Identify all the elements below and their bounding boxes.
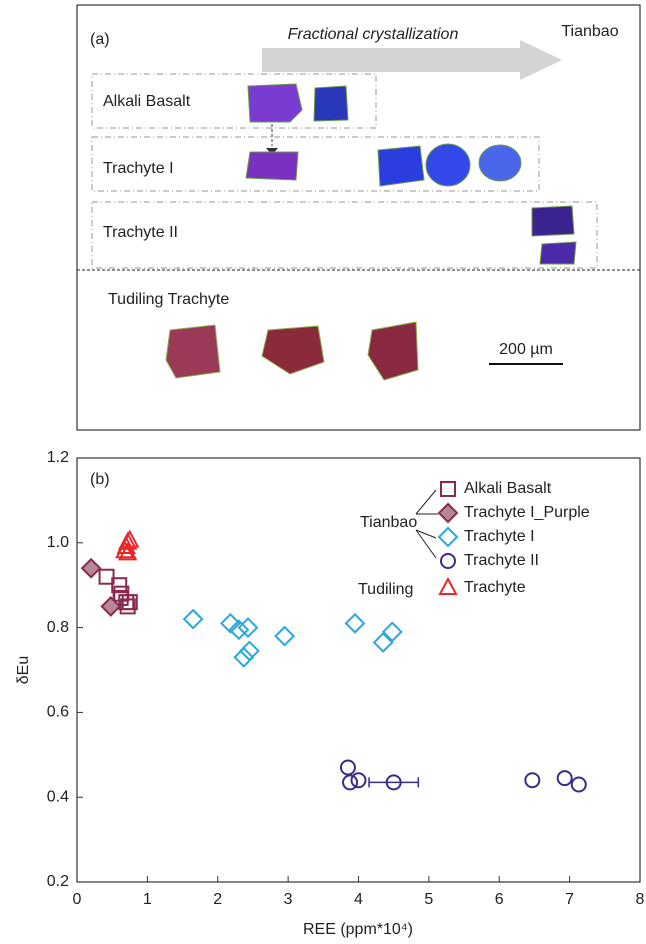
- grain: [262, 326, 324, 374]
- x-tick-label: 4: [354, 891, 363, 908]
- panel-label: (a): [90, 31, 110, 48]
- marker: [240, 642, 258, 660]
- arrow-label: Fractional crystallization: [288, 26, 459, 43]
- x-tick-label: 1: [143, 891, 152, 908]
- arrow: [262, 40, 562, 80]
- x-tick-label: 0: [73, 891, 82, 908]
- marker: [374, 633, 392, 651]
- marker: [239, 619, 257, 637]
- row-label: Trachyte I: [103, 160, 174, 177]
- y-axis-label: δEu: [15, 656, 32, 684]
- grain: [248, 84, 302, 122]
- grain: [479, 145, 521, 181]
- figure: (a) Fractional crystallization Tianbao A…: [0, 0, 646, 944]
- marker: [572, 777, 586, 791]
- legend-marker: [441, 554, 455, 568]
- marker: [352, 773, 366, 787]
- legend-label: Trachyte II: [464, 552, 539, 569]
- marker: [525, 773, 539, 787]
- row-label: Alkali Basalt: [103, 93, 191, 110]
- y-tick-label: 1.2: [47, 449, 69, 466]
- y-tick-label: 0.4: [47, 788, 69, 805]
- marker: [346, 614, 364, 632]
- panel-label: (b): [90, 471, 110, 488]
- grain: [246, 152, 298, 180]
- legend-label: Alkali Basalt: [464, 480, 552, 497]
- lower-label: Tudiling Trachyte: [108, 291, 229, 308]
- grain: [314, 86, 348, 121]
- legend-label: Trachyte I: [464, 528, 535, 545]
- marker: [341, 761, 355, 775]
- legend-bracket: [416, 490, 436, 514]
- y-tick-label: 0.8: [47, 619, 69, 636]
- legend-label: Trachyte: [464, 579, 526, 596]
- grain: [368, 322, 418, 380]
- panel-a: (a) Fractional crystallization Tianbao A…: [77, 5, 640, 430]
- x-tick-label: 2: [213, 891, 222, 908]
- legend-group: Tudiling: [358, 581, 413, 598]
- x-tick-label: 5: [424, 891, 433, 908]
- row-label: Trachyte II: [103, 224, 178, 241]
- plot-frame: [77, 458, 640, 882]
- legend-marker: [439, 504, 457, 522]
- error-bar: [369, 777, 418, 787]
- marker: [235, 648, 253, 666]
- grain: [532, 206, 574, 236]
- panel-b: (b) REE (ppm*10⁴) δEu Tianbao Tudiling 0…: [15, 449, 644, 938]
- legend-marker: [439, 528, 457, 546]
- grain: [378, 146, 424, 186]
- legend-label: Trachyte I_Purple: [464, 504, 590, 521]
- legend-marker: [440, 579, 456, 594]
- x-tick-label: 7: [565, 891, 574, 908]
- x-axis-label: REE (ppm*10⁴): [303, 921, 413, 938]
- legend-group: Tianbao: [360, 514, 417, 531]
- y-tick-label: 0.6: [47, 704, 69, 721]
- marker: [383, 623, 401, 641]
- y-tick-label: 0.2: [47, 873, 69, 890]
- marker: [82, 559, 100, 577]
- marker: [276, 627, 294, 645]
- grain: [540, 242, 576, 264]
- x-tick-label: 6: [495, 891, 504, 908]
- grain: [166, 325, 220, 378]
- site-label: Tianbao: [561, 23, 618, 40]
- legend-marker: [441, 482, 455, 496]
- x-tick-label: 3: [284, 891, 293, 908]
- grain: [426, 144, 470, 186]
- scale-bar-label: 200 µm: [499, 341, 553, 358]
- x-tick-label: 8: [636, 891, 645, 908]
- y-tick-label: 1.0: [47, 534, 69, 551]
- marker: [558, 771, 572, 785]
- marker: [184, 610, 202, 628]
